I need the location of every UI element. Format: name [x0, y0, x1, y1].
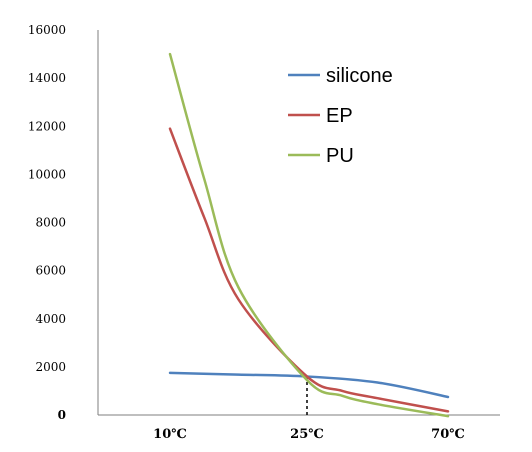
legend-label-pu: PU: [326, 145, 354, 167]
axes: [97, 30, 500, 416]
series-line-pu: [168, 52, 450, 418]
series-line-ep: [168, 127, 450, 413]
legend-label-silicone: silicone: [326, 65, 393, 87]
y-tick-label: 0: [58, 408, 66, 422]
x-tick-label: 70℃: [431, 427, 465, 442]
series-line-silicone: [168, 371, 450, 399]
y-tick-label: 6000: [35, 264, 66, 278]
series-lines: [168, 52, 450, 418]
y-tick-label: 2000: [35, 360, 66, 374]
y-tick-labels: 0 2000 4000 6000 8000 10000 12000 14000 16000: [28, 23, 66, 422]
y-tick-label: 10000: [28, 167, 66, 181]
x-tick-label: 10℃: [153, 427, 187, 442]
y-tick-label: 4000: [35, 312, 66, 326]
y-tick-label: 16000: [28, 23, 66, 37]
legend: silicone EP PU: [288, 65, 393, 167]
x-tick-label: 25℃: [290, 427, 324, 442]
x-tick-labels: 10℃ 25℃ 70℃: [153, 427, 465, 442]
y-tick-label: 8000: [35, 216, 66, 230]
y-tick-label: 14000: [28, 71, 66, 85]
legend-label-ep: EP: [326, 105, 353, 127]
y-tick-label: 12000: [28, 119, 66, 133]
